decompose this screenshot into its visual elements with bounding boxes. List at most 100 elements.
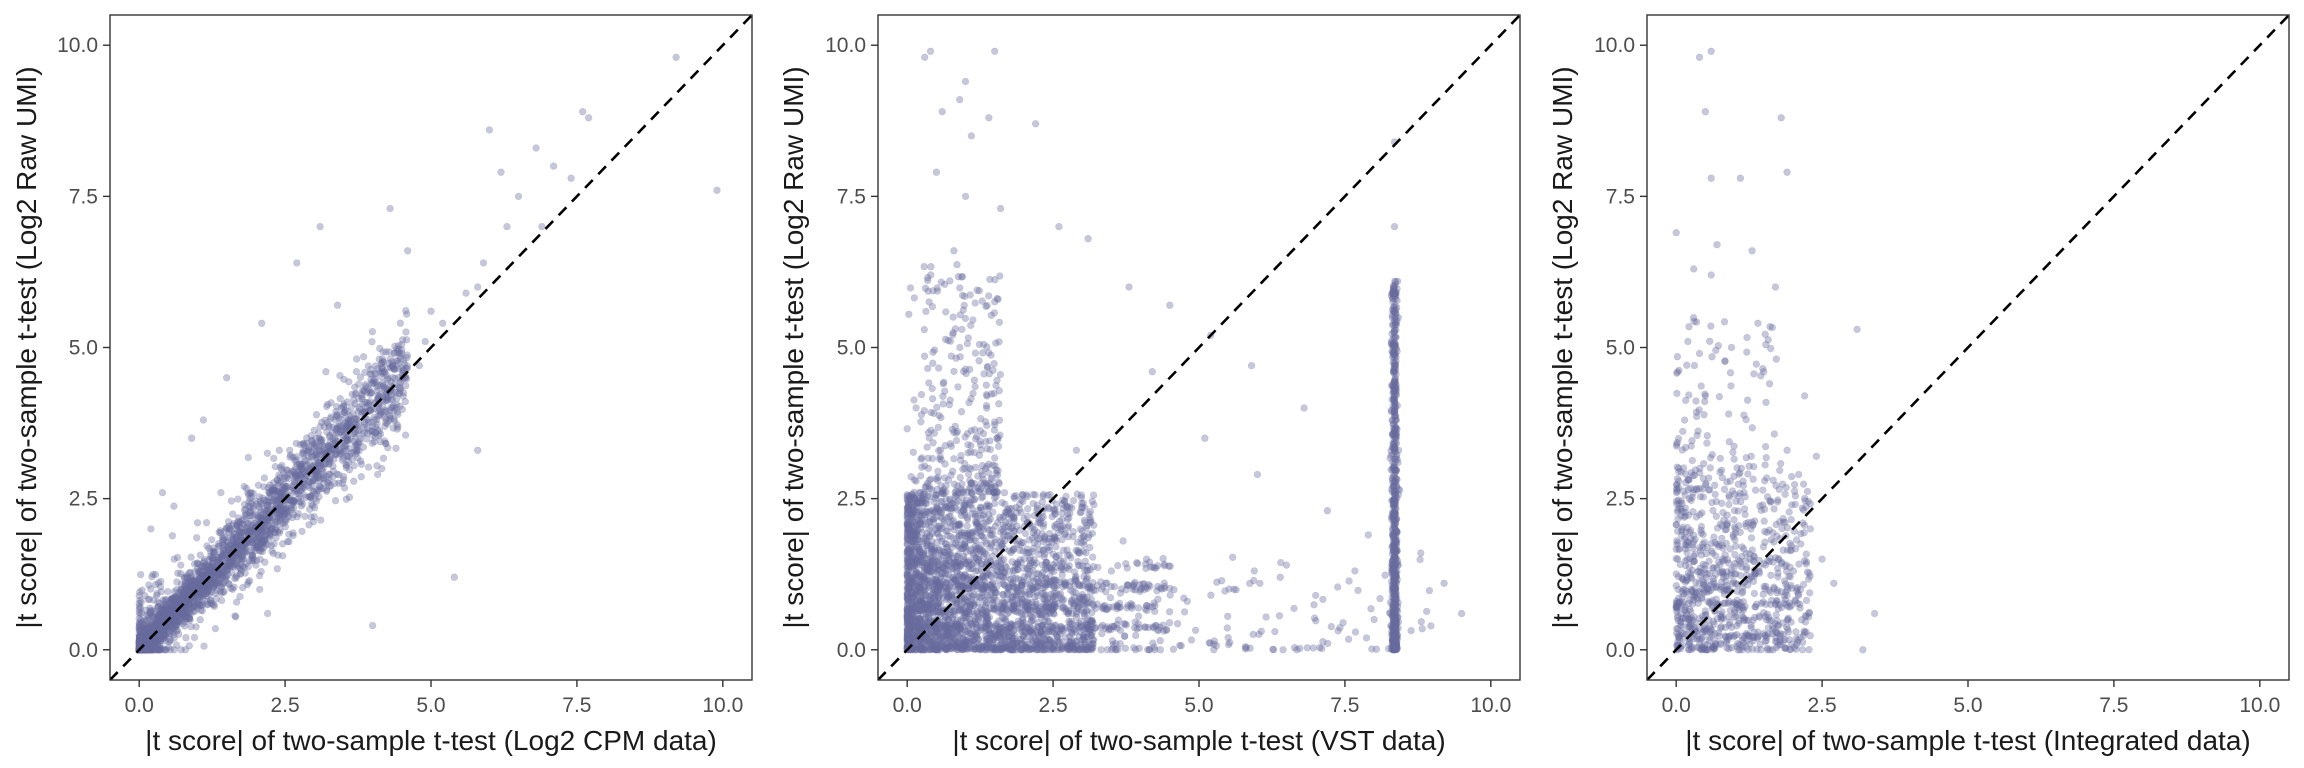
data-point (223, 562, 231, 570)
data-point (239, 583, 247, 592)
data-point (257, 500, 265, 508)
y-tick-label: 2.5 (69, 488, 98, 511)
data-point (327, 399, 335, 407)
data-point (373, 383, 381, 391)
data-point (163, 609, 172, 617)
data-point (145, 641, 153, 649)
data-point (403, 362, 411, 370)
data-point (326, 457, 334, 466)
data-point (295, 487, 303, 495)
data-point (232, 551, 240, 559)
data-point (300, 491, 308, 499)
data-point (227, 527, 236, 535)
data-point (396, 402, 404, 410)
data-point (242, 560, 250, 568)
data-point (1076, 525, 1085, 533)
data-point (318, 467, 327, 475)
data-point (368, 427, 376, 435)
data-point (268, 520, 276, 528)
data-point (340, 443, 349, 452)
data-point (172, 585, 181, 594)
data-point (142, 638, 150, 647)
data-point (296, 440, 304, 449)
data-point (308, 436, 316, 445)
data-point (315, 473, 323, 482)
data-point (376, 430, 385, 438)
data-point (228, 556, 237, 565)
data-point (223, 524, 231, 533)
data-point (211, 624, 220, 633)
data-point (253, 535, 261, 543)
data-point (254, 543, 262, 552)
data-point (189, 603, 198, 611)
data-point (358, 400, 367, 408)
data-point (258, 526, 266, 534)
data-point (325, 423, 333, 431)
data-point (234, 495, 242, 503)
data-point (357, 473, 365, 481)
data-point (1060, 557, 1068, 565)
data-point (319, 473, 327, 482)
data-point (322, 368, 330, 376)
data-point (393, 395, 401, 403)
data-point (380, 381, 388, 389)
y-tick-label: 10.0 (57, 34, 98, 57)
data-point (198, 562, 206, 570)
data-point (273, 496, 281, 504)
data-point (276, 526, 284, 534)
data-point (135, 608, 144, 617)
data-point (136, 639, 144, 648)
data-point (357, 460, 366, 468)
data-point (672, 53, 680, 61)
data-point (137, 632, 145, 641)
data-point (271, 484, 279, 492)
data-point (155, 633, 163, 641)
data-point (135, 639, 144, 647)
data-point (275, 479, 283, 487)
data-point (389, 363, 397, 371)
data-point (212, 577, 221, 585)
data-point (384, 374, 392, 383)
data-point (332, 407, 340, 416)
data-point (282, 504, 290, 513)
data-point (260, 496, 268, 504)
x-tick-label: 0.0 (125, 694, 154, 717)
data-point (339, 472, 348, 481)
data-point (305, 478, 313, 486)
data-point (153, 619, 162, 627)
data-point (273, 565, 281, 573)
data-point (921, 535, 930, 543)
data-point (296, 465, 305, 474)
data-point (399, 367, 407, 375)
data-point (208, 562, 216, 571)
data-point (984, 570, 992, 579)
data-point (345, 378, 353, 386)
data-point (147, 525, 155, 533)
data-point (143, 631, 152, 639)
data-point (313, 471, 321, 479)
data-point (367, 389, 375, 397)
data-point (351, 433, 360, 442)
data-point (158, 488, 167, 497)
data-point (157, 613, 166, 621)
data-point (265, 488, 273, 496)
data-point (162, 596, 171, 604)
data-point (167, 607, 175, 615)
data-point (301, 446, 310, 455)
data-point (175, 630, 183, 638)
data-point (249, 553, 257, 561)
data-point (386, 355, 395, 363)
data-point (302, 493, 310, 501)
data-point (305, 459, 314, 467)
data-point (184, 585, 192, 593)
data-point (170, 618, 178, 627)
data-point (1058, 571, 1066, 579)
data-point (462, 289, 470, 297)
data-point (317, 464, 325, 473)
data-point (292, 439, 300, 448)
data-point (326, 442, 334, 450)
data-point (292, 453, 301, 461)
data-point (369, 431, 377, 439)
data-point (164, 623, 172, 631)
data-point (378, 365, 386, 373)
